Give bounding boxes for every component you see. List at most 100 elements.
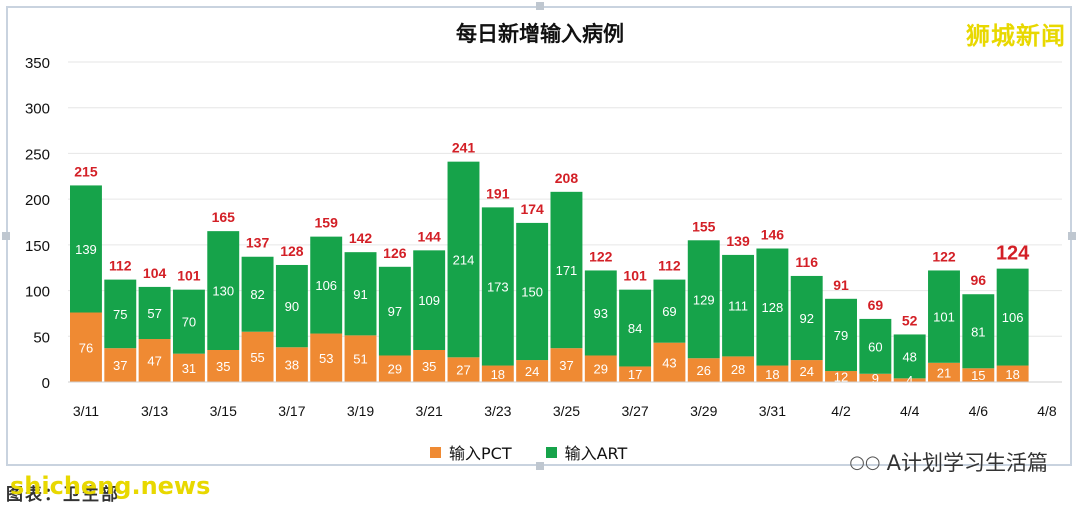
bar-art-segment <box>241 256 274 332</box>
bar-pct-segment <box>996 365 1029 382</box>
data-label-total: 128 <box>280 243 304 259</box>
data-label-art: 81 <box>971 324 985 339</box>
data-label-pct: 55 <box>250 350 264 365</box>
data-label-pct: 9 <box>872 371 879 386</box>
data-label-pct: 18 <box>1005 367 1019 382</box>
x-tick-label: 3/31 <box>759 403 786 419</box>
bar-pct-segment <box>619 366 652 382</box>
data-label-pct: 29 <box>388 362 402 377</box>
data-label-art: 106 <box>1002 310 1024 325</box>
data-label-art: 70 <box>182 315 196 330</box>
resize-handle-left[interactable] <box>2 232 10 240</box>
data-label-total: 191 <box>486 185 510 201</box>
legend-swatch-art <box>545 446 557 458</box>
x-tick-label: 4/4 <box>900 403 920 419</box>
data-label-art: 129 <box>693 292 715 307</box>
data-label-art: 93 <box>594 306 608 321</box>
data-label-total: 142 <box>349 230 373 246</box>
data-label-art: 109 <box>418 293 440 308</box>
data-label-art: 111 <box>728 299 748 314</box>
data-label-total: 116 <box>795 254 818 270</box>
bar-art-segment <box>962 294 995 369</box>
bar-pct-segment <box>722 356 755 382</box>
legend-label-pct: 输入PCT <box>449 444 512 463</box>
chart-caption: 图表：卫生部 <box>6 485 120 505</box>
bar-pct-segment <box>859 373 892 382</box>
data-label-total: 159 <box>315 215 339 231</box>
data-label-pct: 43 <box>662 355 676 370</box>
data-label-pct: 35 <box>422 359 436 374</box>
data-label-total: 174 <box>520 201 544 217</box>
resize-handle-right[interactable] <box>1068 232 1076 240</box>
data-label-art: 60 <box>868 339 882 354</box>
bar-art-segment <box>790 275 823 361</box>
bar-chart: 0 50 100 150 200 250 300 350 76 139 215 37 75 112 47 57… <box>25 55 1062 419</box>
x-tick-label: 3/11 <box>73 403 99 419</box>
bar-pct-segment <box>447 357 480 382</box>
data-label-art: 106 <box>315 278 337 293</box>
bar-pct-segment <box>241 331 274 382</box>
data-label-art: 69 <box>662 304 676 319</box>
data-label-total: 91 <box>833 277 849 293</box>
y-tick-label: 350 <box>25 55 50 72</box>
data-label-pct: 28 <box>731 362 745 377</box>
data-label-pct: 29 <box>594 362 608 377</box>
bar-pct-segment <box>310 333 343 382</box>
data-label-art: 90 <box>285 299 299 314</box>
x-tick-label: 4/8 <box>1037 403 1057 419</box>
data-label-pct: 35 <box>216 359 230 374</box>
resize-handle-bottom[interactable] <box>536 462 544 470</box>
bar-pct-segment <box>893 378 926 382</box>
resize-handle-top[interactable] <box>536 2 544 10</box>
data-label-total: 137 <box>246 235 270 251</box>
data-label-total: 155 <box>692 218 716 234</box>
bar-art-segment <box>928 270 960 363</box>
data-label-art: 214 <box>453 252 475 267</box>
x-tick-label: 3/23 <box>484 403 511 419</box>
site-watermark: shicheng.news <box>10 472 211 500</box>
bar-art-segment <box>893 334 926 379</box>
data-label-pct: 24 <box>525 364 539 379</box>
data-label-pct: 53 <box>319 351 333 366</box>
bar-pct-segment <box>825 371 857 382</box>
data-label-total: 101 <box>177 268 201 284</box>
data-label-art: 171 <box>556 263 578 278</box>
legend-item-art: 输入ART <box>545 440 628 464</box>
data-label-total: 126 <box>383 245 407 261</box>
data-label-art: 79 <box>834 328 848 343</box>
bar-art-segment <box>138 286 171 340</box>
bar-pct-segment <box>653 342 686 382</box>
y-tick-label: 300 <box>25 101 50 118</box>
data-label-total: 104 <box>143 265 167 281</box>
bar-pct-segment <box>104 348 137 382</box>
bar-art-segment <box>756 248 789 366</box>
bar-art-segment <box>70 185 102 313</box>
data-label-pct: 26 <box>697 363 711 378</box>
bar-art-segment <box>516 222 549 361</box>
bar-pct-segment <box>70 312 102 382</box>
bar-pct-segment <box>172 353 205 382</box>
data-label-art: 130 <box>212 284 234 299</box>
data-label-total: 241 <box>452 140 476 156</box>
data-label-pct: 31 <box>182 361 196 376</box>
data-label-total: 96 <box>971 272 987 288</box>
bar-pct-segment <box>378 355 411 382</box>
data-label-total: 146 <box>761 227 785 243</box>
bar-art-segment <box>447 161 480 358</box>
data-label-art: 75 <box>113 307 127 322</box>
x-tick-label: 3/21 <box>416 403 443 419</box>
x-tick-label: 3/27 <box>621 403 648 419</box>
bar-pct-segment <box>962 368 995 382</box>
bar-art-segment <box>687 240 720 359</box>
brand-logo-text: 狮城新闻 <box>966 22 1066 50</box>
data-label-total: 112 <box>109 258 132 274</box>
data-label-pct: 37 <box>113 358 127 373</box>
x-tick-label: 3/25 <box>553 403 580 419</box>
data-label-art: 128 <box>762 300 784 315</box>
y-tick-label: 100 <box>25 284 50 301</box>
data-label-total: 101 <box>623 268 647 284</box>
bar-pct-segment <box>275 347 308 382</box>
data-label-pct: 51 <box>353 352 367 367</box>
legend-item-pct: 输入PCT <box>430 440 512 464</box>
legend-label-art: 输入ART <box>564 444 628 463</box>
